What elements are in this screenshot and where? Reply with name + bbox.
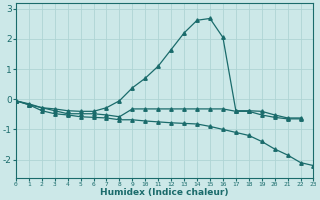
- X-axis label: Humidex (Indice chaleur): Humidex (Indice chaleur): [100, 188, 229, 197]
